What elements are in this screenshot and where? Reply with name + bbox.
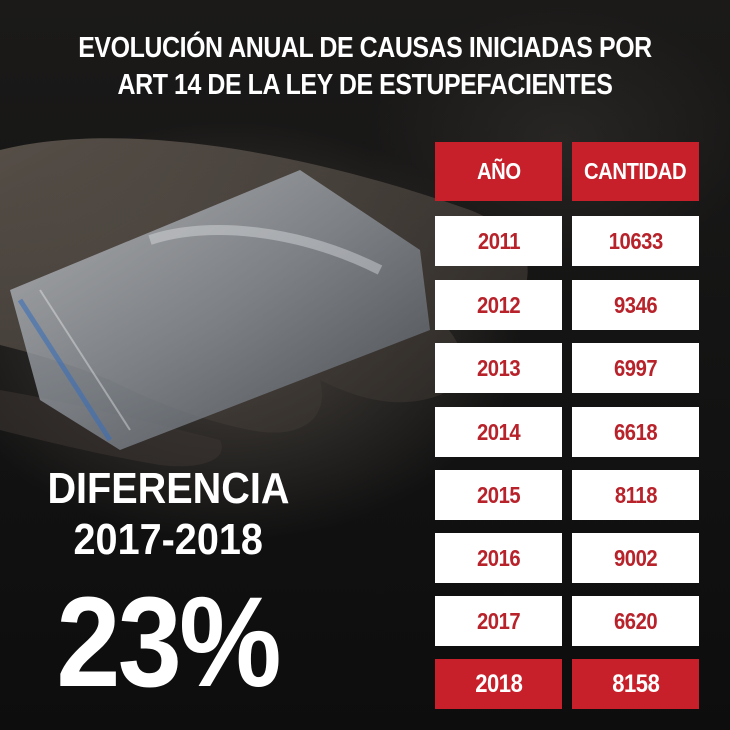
header-year: AÑO (435, 142, 562, 201)
table-cell-year: 2017 (435, 596, 562, 646)
header-quantity: CANTIDAD (572, 142, 699, 201)
table-cell-year: 2016 (435, 533, 562, 583)
table-cell-year-highlight: 2018 (435, 659, 562, 709)
table-cell-year: 2012 (435, 280, 562, 330)
table-cell-value: 6618 (572, 407, 699, 457)
table-cell-value: 9002 (572, 533, 699, 583)
chart-title: EVOLUCIÓN ANUAL DE CAUSAS INICIADAS POR … (60, 30, 671, 104)
table-cell-value: 9346 (572, 280, 699, 330)
difference-label: DIFERENCIA (46, 464, 290, 513)
table-cell-value: 8118 (572, 470, 699, 520)
difference-years: 2017-2018 (73, 515, 263, 564)
table-cell-year: 2013 (435, 343, 562, 393)
table-cell-year: 2011 (435, 216, 562, 266)
table-cell-value: 6620 (572, 596, 699, 646)
chart-title-line-2: ART 14 DE LA LEY DE ESTUPEFACIENTES (117, 69, 613, 101)
table-cell-year: 2014 (435, 407, 562, 457)
chart-title-line-1: EVOLUCIÓN ANUAL DE CAUSAS INICIADAS POR (78, 32, 652, 64)
table-cell-value-highlight: 8158 (572, 659, 699, 709)
difference-percentage: 23% (56, 571, 282, 714)
table-cell-year: 2015 (435, 470, 562, 520)
table-cell-value: 6997 (572, 343, 699, 393)
table-cell-value: 10633 (572, 216, 699, 266)
